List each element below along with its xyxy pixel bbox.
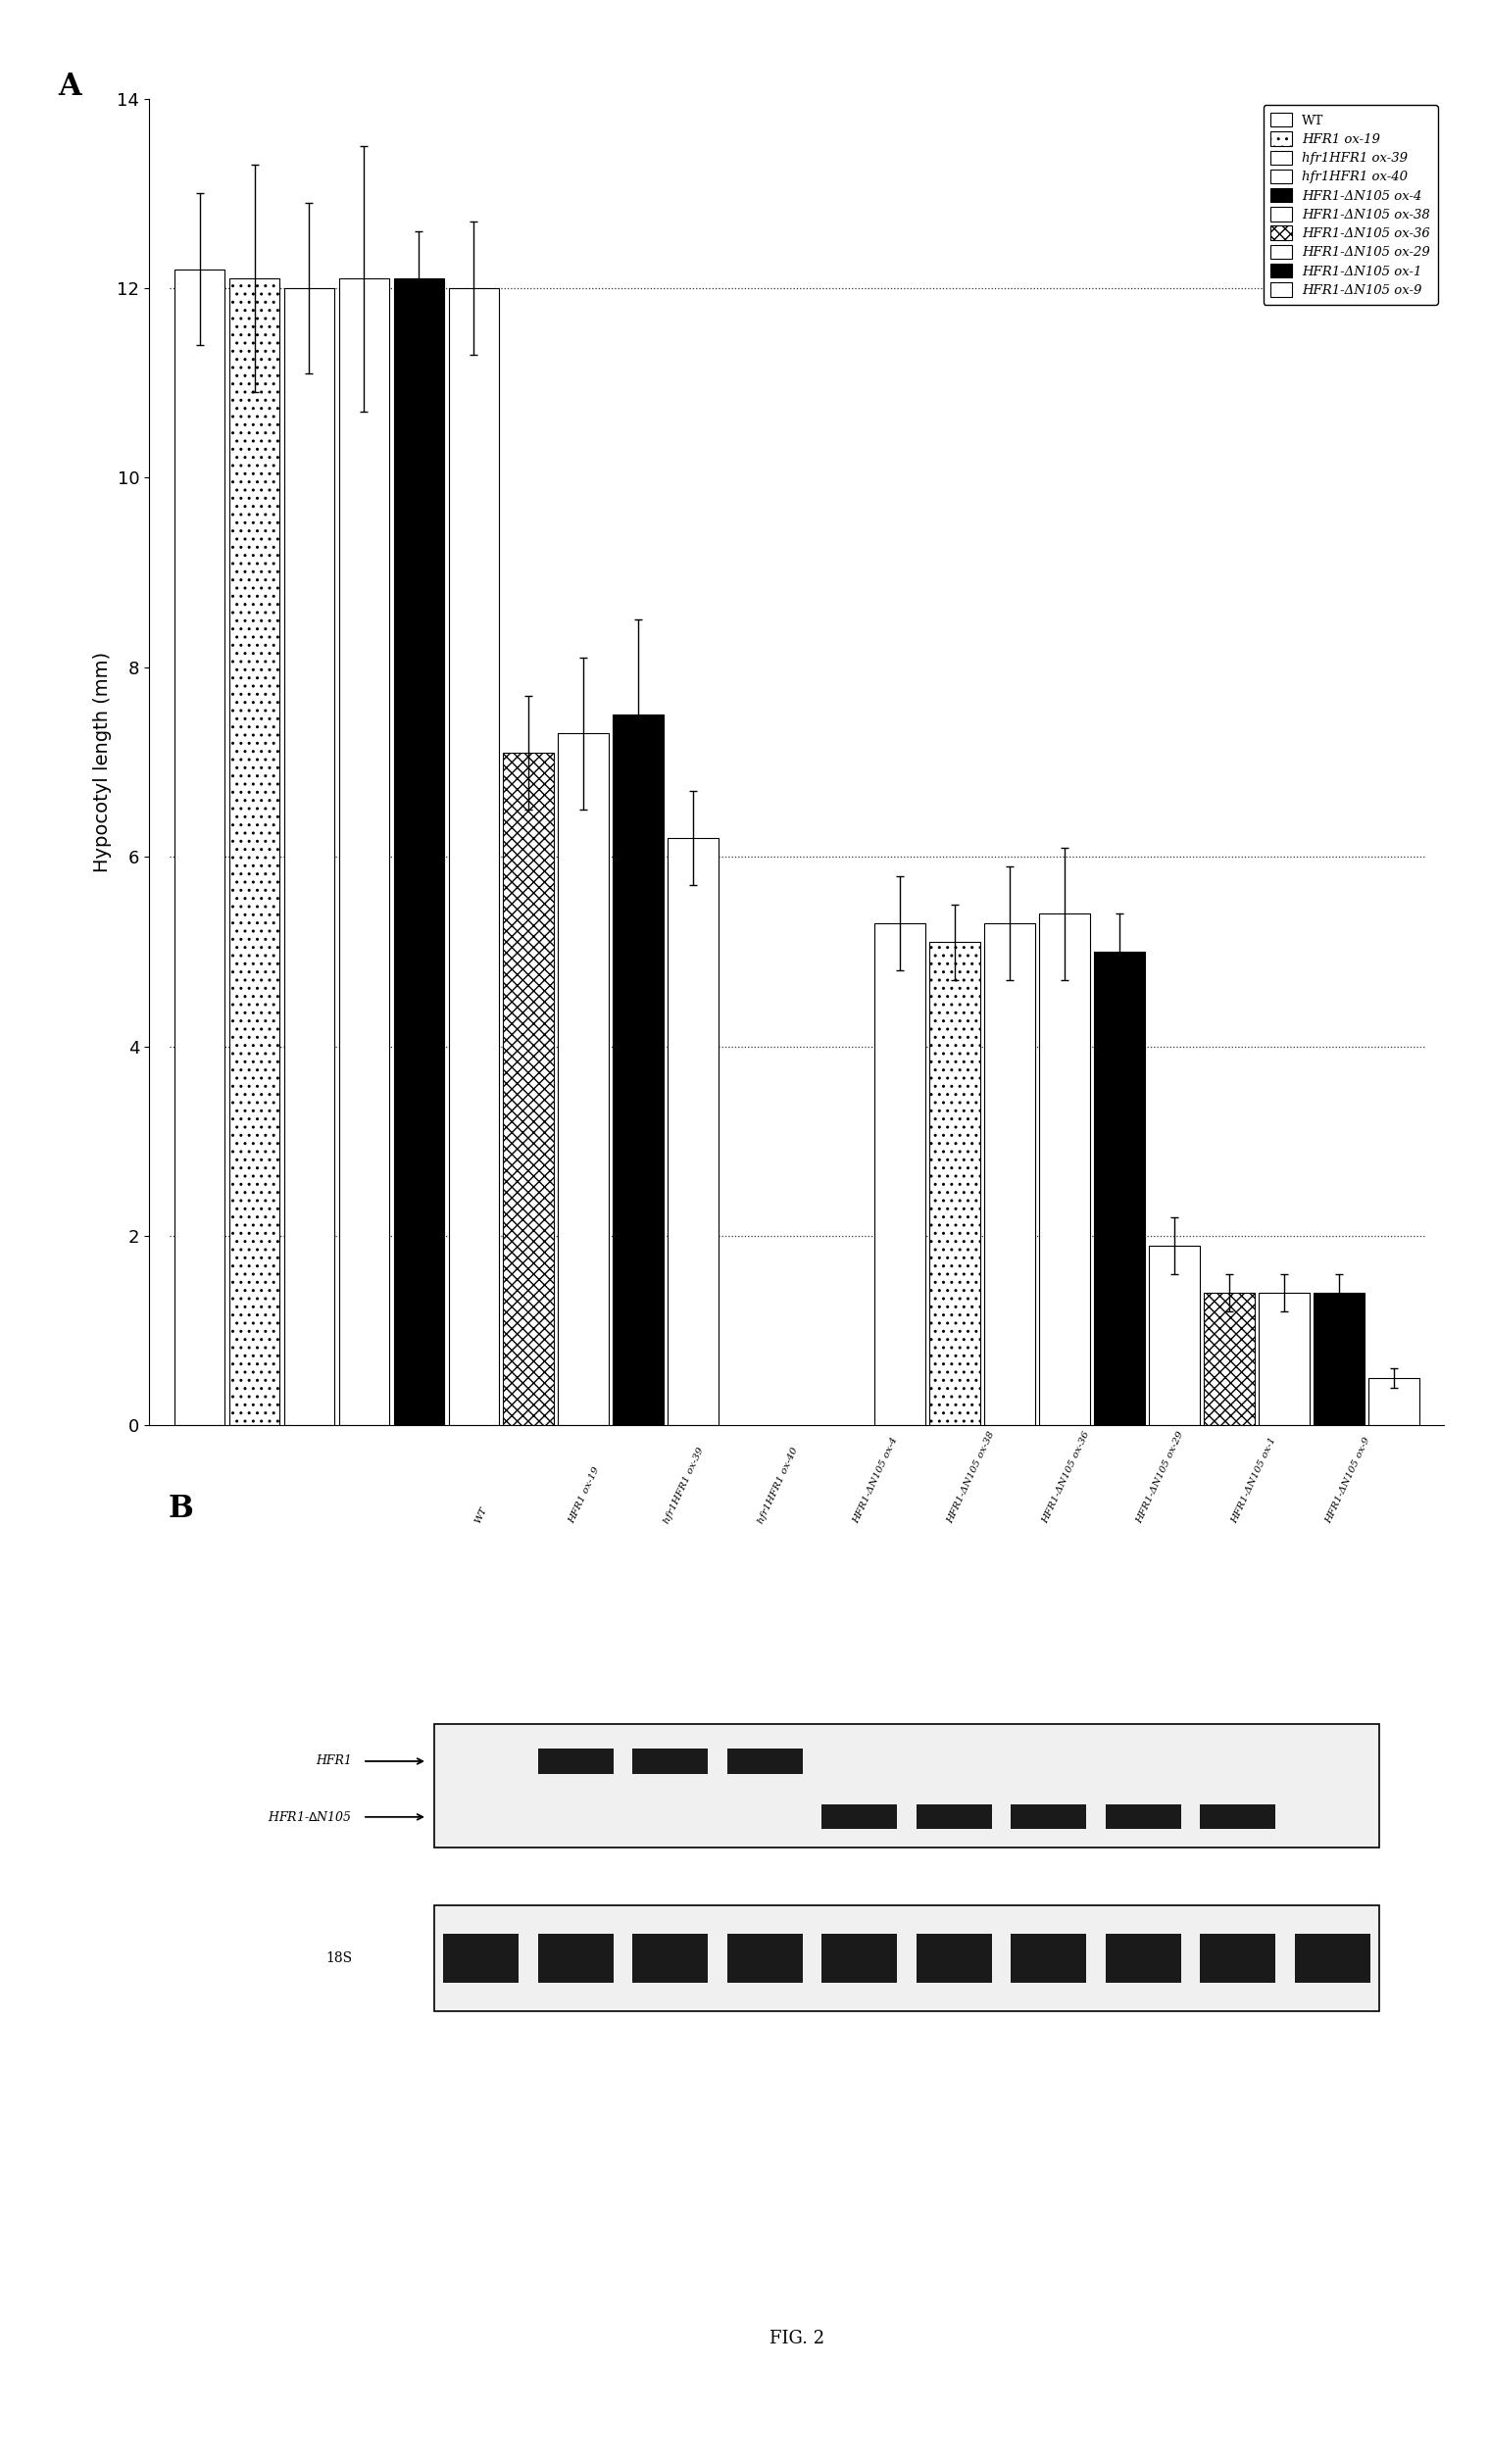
Bar [538,1934,613,1984]
Text: WT: WT [474,1506,488,1525]
Bar [1105,1804,1181,1828]
Bar [1200,1934,1276,1984]
Bar [1294,1934,1370,1984]
Bar [433,1725,1379,1848]
Text: hfr1HFR1 ox-39: hfr1HFR1 ox-39 [663,1446,706,1525]
Bar [613,715,664,1427]
Text: HFR1-ΔN105 ox-9: HFR1-ΔN105 ox-9 [1324,1437,1371,1525]
Bar [1203,1294,1254,1427]
Bar [822,1934,898,1984]
Legend: WT, HFR1 ox-19, hfr1HFR1 ox-39, hfr1HFR1 ox-40, HFR1-ΔN105 ox-4, HFR1-ΔN105 ox-3: WT, HFR1 ox-19, hfr1HFR1 ox-39, hfr1HFR1… [1263,106,1438,306]
Bar [1011,1804,1087,1828]
Bar [284,288,335,1427]
Bar [1368,1377,1419,1427]
Bar [633,1934,709,1984]
Bar [1039,914,1090,1427]
Bar [1105,1934,1181,1984]
Bar [929,941,980,1427]
Bar [727,1749,803,1774]
Bar [916,1934,992,1984]
Text: HFR1 ox-19: HFR1 ox-19 [567,1466,602,1525]
Bar [393,278,444,1427]
Bar [669,838,719,1427]
Bar [503,752,554,1427]
Bar [444,1934,520,1984]
Bar [874,924,925,1427]
Bar [448,288,499,1427]
Bar [1011,1934,1087,1984]
Text: HFR1-ΔN105 ox-1: HFR1-ΔN105 ox-1 [1230,1437,1278,1525]
Text: FIG. 2: FIG. 2 [770,2331,823,2348]
Text: HFR1-ΔN105 ox-4: HFR1-ΔN105 ox-4 [852,1437,899,1525]
Bar [433,1905,1379,2011]
Bar [229,278,280,1427]
Y-axis label: Hypocotyl length (mm): Hypocotyl length (mm) [92,650,112,872]
Bar [727,1934,803,1984]
Text: HFR1-ΔN105 ox-29: HFR1-ΔN105 ox-29 [1135,1429,1185,1525]
Bar [822,1804,898,1828]
Bar [1094,951,1145,1427]
Text: HFR1-$\Delta$N105: HFR1-$\Delta$N105 [268,1811,353,1823]
Bar [174,269,225,1427]
Bar [916,1804,992,1828]
Text: hfr1HFR1 ox-40: hfr1HFR1 ox-40 [756,1446,800,1525]
Text: 18S: 18S [326,1951,353,1966]
Bar [1313,1294,1364,1427]
Bar [339,278,390,1427]
Bar [984,924,1035,1427]
Text: A: A [58,71,82,103]
Bar [558,734,609,1427]
Text: HFR1: HFR1 [316,1754,353,1767]
Bar [538,1749,613,1774]
Bar [633,1749,709,1774]
Text: HFR1-ΔN105 ox-38: HFR1-ΔN105 ox-38 [946,1429,996,1525]
Bar [1258,1294,1309,1427]
Bar [1150,1244,1200,1427]
Text: HFR1-ΔN105 ox-36: HFR1-ΔN105 ox-36 [1041,1429,1091,1525]
Bar [1200,1804,1276,1828]
Text: B: B [168,1493,194,1525]
